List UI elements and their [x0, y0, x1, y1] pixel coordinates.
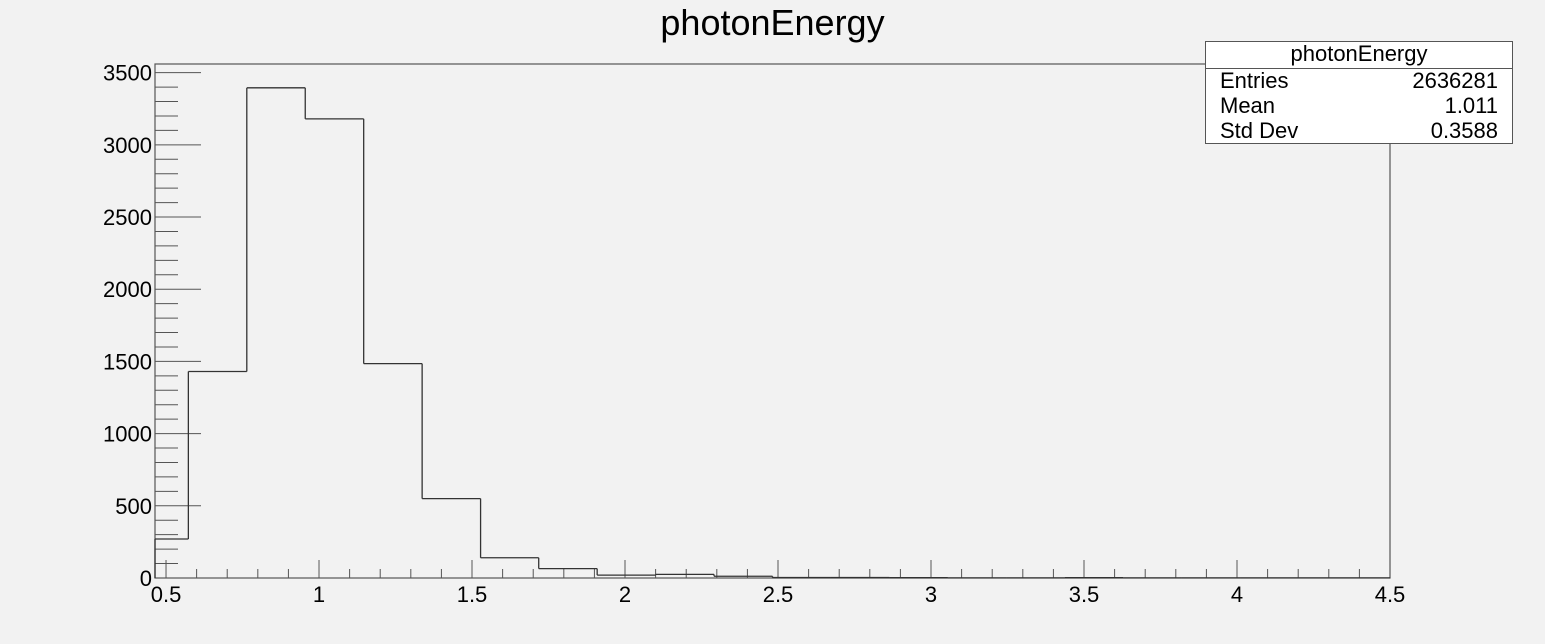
x-tick-label: 3.5 [1069, 582, 1100, 607]
y-tick-label: 1000 [103, 422, 152, 447]
y-tick-label: 2000 [103, 277, 152, 302]
x-tick-label: 4 [1231, 582, 1243, 607]
x-tick-label: 2 [619, 582, 631, 607]
stats-value: 0.3588 [1430, 118, 1498, 143]
stats-label: Mean [1220, 93, 1276, 118]
stats-value: 1.011 [1444, 93, 1498, 118]
stats-label: Entries [1220, 68, 1289, 93]
x-tick-label: 1 [313, 582, 325, 607]
y-tick-label: 1500 [103, 349, 152, 374]
stats-value: 2636281 [1412, 68, 1498, 93]
stats-row-entries: Entries 2636281 [1206, 69, 1512, 94]
chart-title: photonEnergy [660, 2, 885, 43]
stats-row-mean: Mean 1.011 [1206, 94, 1512, 119]
y-tick-label: 3000 [103, 133, 152, 158]
stats-row-std-dev: Std Dev 0.3588 [1206, 119, 1512, 144]
y-tick-label: 0 [140, 566, 152, 591]
y-tick-label: 2500 [103, 205, 152, 230]
stats-label: Std Dev [1220, 118, 1299, 143]
stats-title: photonEnergy [1206, 42, 1512, 69]
x-tick-label: 4.5 [1375, 582, 1406, 607]
y-tick-label: 500 [115, 494, 152, 519]
x-tick-label: 1.5 [457, 582, 488, 607]
x-tick-label: 3 [925, 582, 937, 607]
stats-box: photonEnergy Entries 2636281 Mean 1.011 … [1205, 41, 1513, 144]
y-tick-label: 3500 [103, 61, 152, 86]
x-tick-label: 2.5 [763, 582, 794, 607]
x-tick-label: 0.5 [151, 582, 182, 607]
